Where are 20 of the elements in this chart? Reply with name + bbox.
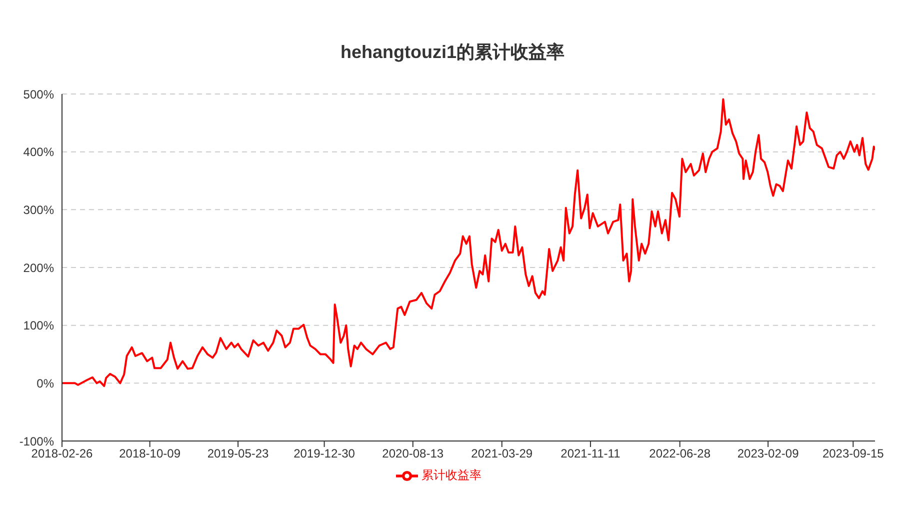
- y-tick-label: 400%: [23, 145, 54, 160]
- x-tick-label: 2018-10-09: [119, 446, 181, 461]
- x-tick-label: 2020-08-13: [382, 446, 444, 461]
- x-tick-label: 2022-06-28: [649, 446, 711, 461]
- y-tick-label: 0%: [36, 376, 54, 390]
- x-tick-label: 2023-09-15: [822, 446, 884, 461]
- x-tick-label: 2021-11-11: [560, 446, 621, 461]
- x-tick-label: 2019-05-23: [207, 446, 270, 461]
- x-tick-label: 2023-02-09: [737, 446, 800, 461]
- y-tick-label: 200%: [23, 260, 54, 275]
- line-series: [62, 98, 875, 388]
- x-tick-label: 2021-03-29: [471, 446, 533, 461]
- chart-title: hehangtouzi1的累计收益率: [340, 41, 566, 64]
- x-tick-label: 2018-02-26: [31, 446, 94, 461]
- y-tick-label: 300%: [23, 202, 54, 217]
- y-tick-label: 100%: [23, 318, 54, 333]
- y-tick-label: -100%: [19, 434, 54, 448]
- legend-label: 累计收益率: [422, 468, 482, 482]
- y-tick-label: 500%: [23, 87, 54, 102]
- x-tick-label: 2019-12-30: [294, 446, 356, 461]
